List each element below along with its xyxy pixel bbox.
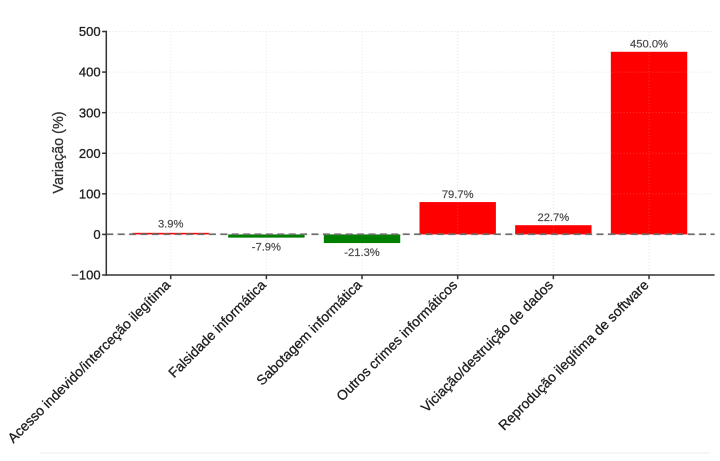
svg-text:0: 0 — [93, 227, 100, 242]
svg-text:400: 400 — [79, 65, 101, 80]
svg-text:79.7%: 79.7% — [442, 189, 474, 201]
svg-text:100: 100 — [79, 186, 101, 201]
svg-text:−100: −100 — [71, 268, 100, 283]
svg-text:Variação (%): Variação (%) — [51, 111, 67, 193]
svg-text:-7.9%: -7.9% — [252, 242, 281, 254]
svg-text:-21.3%: -21.3% — [344, 247, 379, 259]
svg-text:200: 200 — [79, 146, 101, 161]
svg-text:300: 300 — [79, 105, 101, 120]
svg-text:3.9%: 3.9% — [158, 218, 184, 230]
svg-text:500: 500 — [79, 24, 101, 39]
svg-text:22.7%: 22.7% — [537, 212, 569, 224]
svg-text:450.0%: 450.0% — [630, 38, 668, 50]
